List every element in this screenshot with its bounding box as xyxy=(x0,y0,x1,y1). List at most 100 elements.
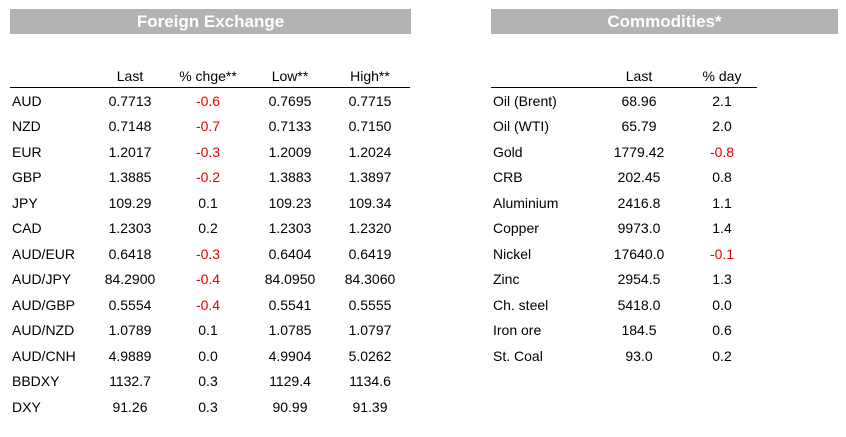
table-row: Aluminium 2416.8 1.1 xyxy=(491,190,757,216)
fx-cell-chg: -0.7 xyxy=(195,118,221,135)
fx-cell-chg: 0.3 xyxy=(198,373,218,390)
fx-col-name xyxy=(10,64,94,88)
fx-cell-last: 1.3885 xyxy=(108,169,152,186)
fx-cell-low: 0.5541 xyxy=(268,296,312,313)
fx-cell-high: 1.2024 xyxy=(348,143,392,160)
commodities-cell-name: Copper xyxy=(493,220,539,237)
fx-title: Foreign Exchange xyxy=(10,9,411,34)
fx-col-low: Low** xyxy=(250,64,330,88)
fx-cell-low: 90.99 xyxy=(272,398,308,415)
table-row: St. Coal 93.0 0.2 xyxy=(491,343,757,369)
fx-header-row: Last % chge** Low** High** xyxy=(10,64,410,88)
fx-cell-high: 1134.6 xyxy=(349,373,391,390)
fx-cell-high: 0.7150 xyxy=(348,118,392,135)
fx-cell-high: 84.3060 xyxy=(344,271,396,288)
commodities-cell-day: 1.3 xyxy=(712,271,732,288)
table-row: GBP 1.3885 -0.2 1.3883 1.3897 xyxy=(10,165,410,191)
commodities-cell-day: -0.1 xyxy=(709,245,735,262)
commodities-cell-name: Zinc xyxy=(493,271,520,288)
fx-cell-last: 1.0789 xyxy=(108,322,152,339)
table-row: Iron ore 184.5 0.6 xyxy=(491,318,757,344)
fx-cell-chg: 0.0 xyxy=(198,347,218,364)
fx-col-last: Last xyxy=(94,64,166,88)
table-row: AUD/CNH 4.9889 0.0 4.9904 5.0262 xyxy=(10,343,410,369)
commodities-table: Last % day Oil (Brent) 68.96 2.1 Oil (WTI) 6… xyxy=(491,64,757,369)
fx-cell-chg: -0.4 xyxy=(195,271,221,288)
commodities-cell-last: 202.45 xyxy=(617,169,661,186)
commodities-cell-name: Oil (Brent) xyxy=(493,92,557,109)
fx-cell-chg: -0.3 xyxy=(195,143,221,160)
fx-cell-name: AUD/EUR xyxy=(12,245,76,262)
fx-cell-low: 1129.4 xyxy=(269,373,311,390)
commodities-cell-last: 5418.0 xyxy=(617,296,661,313)
fx-cell-name: JPY xyxy=(12,194,38,211)
table-row: AUD/NZD 1.0789 0.1 1.0785 1.0797 xyxy=(10,318,410,344)
fx-cell-low: 1.2303 xyxy=(268,220,312,237)
table-row: Oil (WTI) 65.79 2.0 xyxy=(491,114,757,140)
fx-cell-high: 1.0797 xyxy=(348,322,392,339)
fx-cell-name: AUD/GBP xyxy=(12,296,76,313)
fx-cell-low: 0.6404 xyxy=(268,245,312,262)
commodities-col-name xyxy=(491,64,591,88)
fx-cell-chg: 0.1 xyxy=(198,194,218,211)
fx-cell-chg: 0.1 xyxy=(198,322,218,339)
fx-cell-name: AUD/NZD xyxy=(12,322,75,339)
fx-cell-high: 1.2320 xyxy=(348,220,392,237)
fx-col-chg: % chge** xyxy=(166,64,250,88)
fx-cell-last: 4.9889 xyxy=(108,347,152,364)
fx-cell-low: 84.0950 xyxy=(264,271,316,288)
commodities-header-row: Last % day xyxy=(491,64,757,88)
commodities-title: Commodities* xyxy=(491,9,838,34)
fx-cell-low: 0.7695 xyxy=(268,92,312,109)
commodities-rows: Oil (Brent) 68.96 2.1 Oil (WTI) 65.79 2.0 Gold… xyxy=(491,88,757,369)
fx-cell-last: 1.2303 xyxy=(108,220,152,237)
fx-rows: AUD 0.7713 -0.6 0.7695 0.7715 NZD 0.7148 -0.7 0.… xyxy=(10,88,410,420)
table-row: AUD/GBP 0.5554 -0.4 0.5541 0.5555 xyxy=(10,292,410,318)
commodities-cell-last: 2416.8 xyxy=(617,194,661,211)
commodities-cell-name: Aluminium xyxy=(493,194,559,211)
fx-cell-name: BBDXY xyxy=(12,373,60,390)
fx-cell-name: NZD xyxy=(12,118,41,135)
commodities-cell-day: 0.8 xyxy=(712,169,732,186)
commodities-panel: Commodities* Last % day Oil (Brent) 68.96… xyxy=(491,9,838,364)
fx-cell-high: 1.3897 xyxy=(348,169,392,186)
fx-cell-name: GBP xyxy=(12,169,42,186)
fx-cell-chg: -0.4 xyxy=(195,296,221,313)
fx-cell-name: CAD xyxy=(12,220,42,237)
commodities-cell-day: 0.0 xyxy=(712,296,732,313)
commodities-cell-name: Ch. steel xyxy=(493,296,549,313)
fx-cell-low: 0.7133 xyxy=(268,118,312,135)
fx-cell-high: 0.5555 xyxy=(348,296,392,313)
fx-cell-last: 109.29 xyxy=(108,194,152,211)
fx-cell-name: AUD xyxy=(12,92,42,109)
table-row: AUD 0.7713 -0.6 0.7695 0.7715 xyxy=(10,88,410,114)
fx-cell-low: 1.0785 xyxy=(268,322,312,339)
fx-cell-last: 0.6418 xyxy=(108,245,152,262)
table-row: AUD/JPY 84.2900 -0.4 84.0950 84.3060 xyxy=(10,267,410,293)
fx-cell-chg: -0.3 xyxy=(195,245,221,262)
fx-cell-high: 5.0262 xyxy=(348,347,392,364)
fx-cell-high: 0.6419 xyxy=(348,245,392,262)
fx-cell-last: 1.2017 xyxy=(108,143,152,160)
table-row: CAD 1.2303 0.2 1.2303 1.2320 xyxy=(10,216,410,242)
commodities-cell-name: CRB xyxy=(493,169,523,186)
commodities-cell-day: 2.0 xyxy=(712,118,732,135)
fx-cell-name: AUD/CNH xyxy=(12,347,76,364)
commodities-cell-last: 68.96 xyxy=(621,92,657,109)
fx-cell-low: 4.9904 xyxy=(268,347,312,364)
fx-cell-high: 91.39 xyxy=(352,398,388,415)
table-row: NZD 0.7148 -0.7 0.7133 0.7150 xyxy=(10,114,410,140)
commodities-cell-last: 17640.0 xyxy=(613,245,665,262)
table-row: Ch. steel 5418.0 0.0 xyxy=(491,292,757,318)
table-row: Nickel 17640.0 -0.1 xyxy=(491,241,757,267)
fx-cell-last: 84.2900 xyxy=(104,271,156,288)
table-row: BBDXY 1132.7 0.3 1129.4 1134.6 xyxy=(10,369,410,395)
commodities-cell-last: 1779.42 xyxy=(613,143,665,160)
commodities-cell-last: 93.0 xyxy=(625,347,653,364)
table-row: Copper 9973.0 1.4 xyxy=(491,216,757,242)
fx-cell-last: 91.26 xyxy=(112,398,148,415)
table-row: JPY 109.29 0.1 109.23 109.34 xyxy=(10,190,410,216)
commodities-cell-day: 2.1 xyxy=(712,92,732,109)
fx-cell-chg: 0.3 xyxy=(198,398,218,415)
commodities-col-last: Last xyxy=(591,64,687,88)
